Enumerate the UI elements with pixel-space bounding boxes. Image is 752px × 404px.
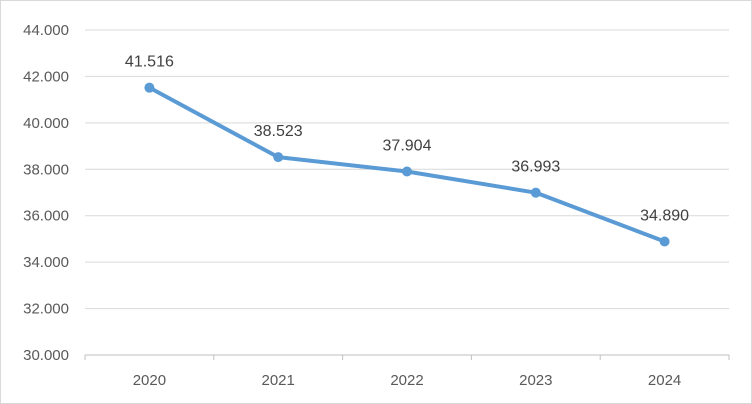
x-tick-label: 2022: [390, 372, 423, 389]
data-labels: 41.516 38.523 37.904 36.993 34.890: [125, 54, 689, 225]
gridlines: [85, 29, 729, 310]
series-line: [147, 85, 667, 244]
data-point: [144, 82, 155, 93]
data-point: [402, 166, 412, 177]
y-tick-label: 44.000: [23, 22, 69, 39]
y-tick-label: 42.000: [23, 68, 69, 85]
y-tick-label: 30.000: [23, 347, 69, 364]
x-tick-label: 2023: [519, 372, 552, 389]
y-tick-label: 40.000: [23, 115, 69, 132]
data-point: [273, 152, 284, 163]
data-label: 41.516: [125, 54, 174, 71]
x-tick-label: 2024: [648, 372, 681, 389]
y-tick-label: 36.000: [23, 208, 69, 225]
x-tick-label: 2021: [262, 372, 295, 389]
y-tick-label: 34.000: [23, 254, 69, 271]
data-point: [659, 236, 670, 247]
x-axis: 2020 2021 2022 2023 2024: [84, 354, 730, 389]
data-label: 37.904: [383, 138, 432, 155]
data-label: 34.890: [640, 207, 689, 224]
y-axis: 30.000 32.000 34.000 36.000 38.000 40.000 42.0…: [23, 22, 69, 364]
series-layer: [144, 82, 670, 247]
data-label: 38.523: [254, 123, 303, 140]
x-tick-label: 2020: [133, 372, 166, 389]
y-tick-label: 38.000: [23, 161, 69, 178]
data-point: [530, 187, 541, 198]
data-label: 36.993: [511, 159, 560, 176]
y-tick-label: 32.000: [23, 301, 69, 318]
